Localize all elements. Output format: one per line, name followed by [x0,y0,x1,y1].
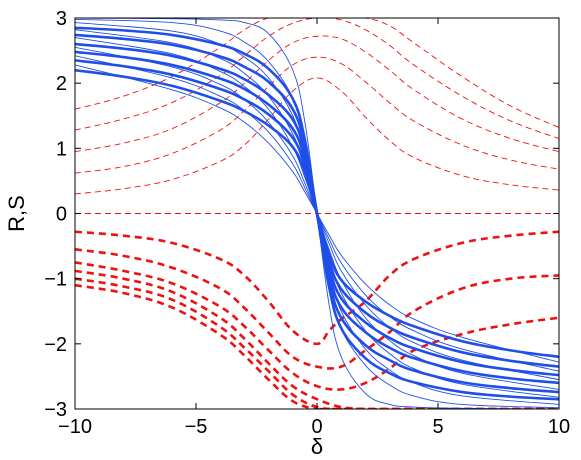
y-tick-label: −2 [44,334,67,356]
plot-area [75,18,559,409]
s-curve-14 [75,230,559,346]
s-curve-19 [75,283,559,409]
s-curve-21 [75,77,559,195]
y-tick-label: 1 [56,138,67,160]
y-axis-label: R,S [4,195,29,232]
x-tick-label: 10 [548,416,570,438]
s-curve-18 [75,277,559,409]
y-tick-label: 0 [56,204,67,226]
r-curve-13 [75,64,559,363]
y-tick-label: 2 [56,73,67,95]
s-curve-23 [75,35,559,153]
x-axis-label: δ [311,434,323,459]
y-tick-label: 3 [56,8,67,30]
s-curve-22 [75,56,559,174]
y-tick-label: −3 [44,399,67,421]
x-tick-label: −5 [185,416,208,438]
x-tick-label: 0 [311,416,322,438]
y-tick-label: −1 [44,269,67,291]
x-tick-label: −10 [58,416,92,438]
s-curve-15 [75,248,559,370]
x-tick-label: 5 [432,416,443,438]
s-curve-24 [75,18,559,139]
